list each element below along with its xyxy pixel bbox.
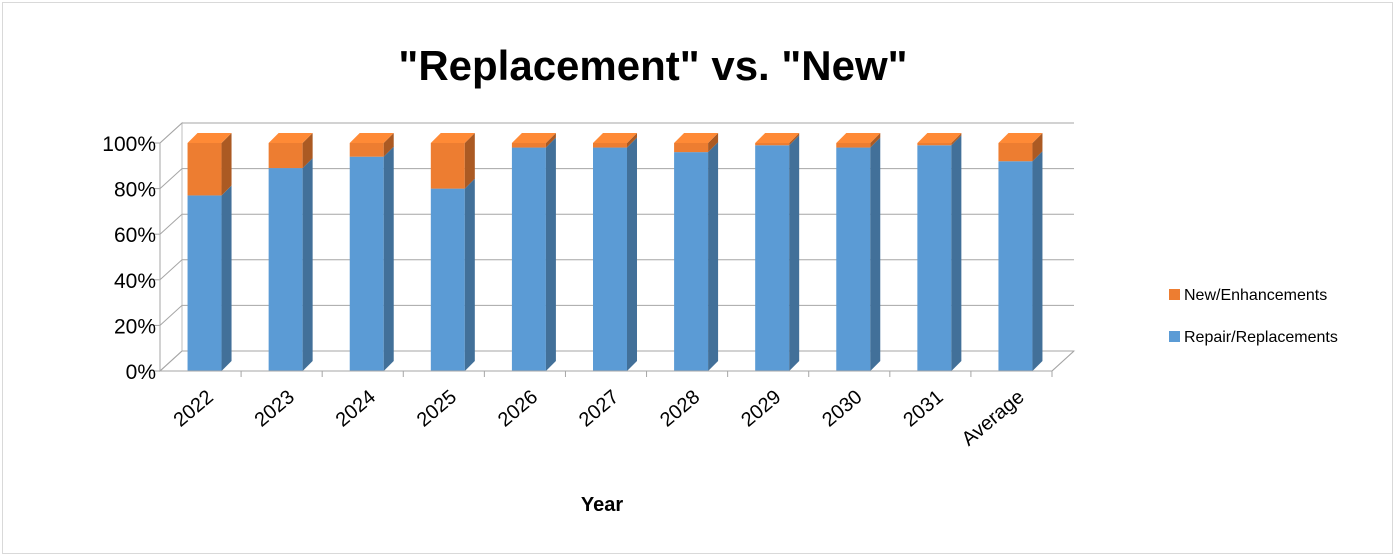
bar-segment xyxy=(430,188,465,371)
y-axis-ticks: 0% 20% 40% 60% 80% 100% xyxy=(102,133,161,384)
legend-swatch xyxy=(1169,289,1180,300)
bar-segment xyxy=(998,161,1033,371)
bar-segment xyxy=(998,143,1033,162)
bar-stack xyxy=(511,133,556,371)
bar-segment xyxy=(755,145,790,371)
bar-side xyxy=(383,146,394,371)
bar-segment xyxy=(917,143,952,146)
y-tick-label: 40% xyxy=(114,270,156,293)
bar-side xyxy=(708,142,719,371)
bar-top xyxy=(917,133,962,143)
bar-segment xyxy=(836,147,871,371)
bar-side xyxy=(302,158,313,371)
x-tick-label: 2027 xyxy=(575,386,623,431)
bar-segment xyxy=(836,143,871,148)
bar-side xyxy=(383,133,394,157)
x-tick-label: 2028 xyxy=(656,386,704,431)
bar-stack xyxy=(836,133,881,371)
bar-top xyxy=(349,133,394,143)
bar-side xyxy=(951,135,962,371)
bar-stack xyxy=(349,133,394,371)
chart-side-wall xyxy=(159,121,183,373)
bar-side xyxy=(302,133,313,169)
x-tick-label: Average xyxy=(958,386,1029,451)
bar-stack xyxy=(593,133,637,371)
bar-segment xyxy=(674,143,709,153)
bar-segment xyxy=(511,147,546,371)
bar-segment xyxy=(187,143,222,196)
bar-segment xyxy=(755,143,790,146)
bar-stack xyxy=(917,133,962,371)
x-tick-label: 2030 xyxy=(818,386,866,431)
bar-top xyxy=(593,133,637,143)
bar-top xyxy=(430,133,475,143)
bar-stack xyxy=(674,133,719,371)
bar-stack xyxy=(187,133,232,371)
bar-top xyxy=(674,133,719,143)
bar-segment xyxy=(917,145,952,371)
bar-side xyxy=(1032,133,1043,162)
bars xyxy=(187,133,1043,371)
x-tick-label: 2022 xyxy=(170,386,218,431)
legend-label: New/Enhancements xyxy=(1184,287,1327,304)
bar-stack xyxy=(268,133,313,371)
x-axis-depth xyxy=(1051,350,1075,372)
bar-segment xyxy=(349,143,384,157)
bar-side xyxy=(464,133,475,189)
gridline xyxy=(159,122,1074,144)
bar-segment xyxy=(593,143,627,148)
bar-side xyxy=(951,133,962,146)
bar-segment xyxy=(349,156,384,371)
bar-segment xyxy=(268,168,303,371)
bar-segment xyxy=(674,152,709,371)
bar-side xyxy=(545,133,556,148)
y-tick-label: 100% xyxy=(102,133,156,156)
bar-top xyxy=(998,133,1043,143)
bar-side xyxy=(708,133,719,153)
legend-swatch xyxy=(1169,331,1180,342)
bar-side xyxy=(789,135,800,371)
bar-stack xyxy=(430,133,475,371)
bar-top xyxy=(511,133,556,143)
bar-side xyxy=(464,178,475,371)
bar-side xyxy=(221,133,232,196)
bar-segment xyxy=(593,147,627,371)
x-tick-label: 2023 xyxy=(251,386,299,431)
bar-side xyxy=(1032,151,1043,371)
x-tick-label: 2029 xyxy=(737,386,785,431)
bar-side xyxy=(627,137,637,371)
bar-stack xyxy=(998,133,1043,371)
bar-segment xyxy=(511,143,546,148)
x-axis-title: Year xyxy=(581,494,623,516)
bar-side xyxy=(545,137,556,371)
bar-side xyxy=(870,133,881,148)
bar-top xyxy=(268,133,313,143)
x-tick-label: 2026 xyxy=(494,386,542,431)
bar-side xyxy=(627,133,637,148)
legend-label: Repair/Replacements xyxy=(1184,329,1338,346)
bar-side xyxy=(789,133,800,146)
y-tick-label: 60% xyxy=(114,224,156,247)
bar-side xyxy=(221,185,232,371)
y-tick-label: 20% xyxy=(114,315,156,338)
bar-stack xyxy=(755,133,800,371)
legend: New/Enhancements Repair/Replacements xyxy=(1169,287,1338,346)
x-tick-label: 2024 xyxy=(332,386,380,431)
y-tick-label: 80% xyxy=(114,179,156,202)
bar-segment xyxy=(430,143,465,189)
bar-segment xyxy=(268,143,303,169)
bar-side xyxy=(870,137,881,371)
bar-top xyxy=(755,133,800,143)
bar-top xyxy=(836,133,881,143)
chart-title: "Replacement" vs. "New" xyxy=(398,42,907,89)
x-tick-label: 2031 xyxy=(899,386,947,431)
bar-top xyxy=(187,133,232,143)
x-tick-label: 2025 xyxy=(413,386,461,431)
y-tick-label: 0% xyxy=(126,361,156,384)
bar-segment xyxy=(187,195,222,371)
